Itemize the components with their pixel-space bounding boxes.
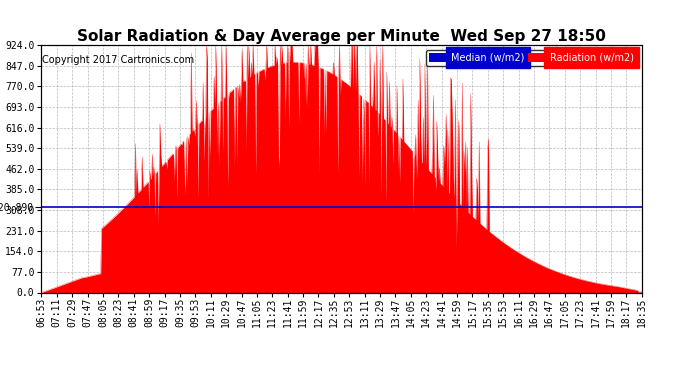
Title: Solar Radiation & Day Average per Minute  Wed Sep 27 18:50: Solar Radiation & Day Average per Minute… xyxy=(77,29,606,44)
Text: Copyright 2017 Cartronics.com: Copyright 2017 Cartronics.com xyxy=(42,55,194,65)
Legend: Median (w/m2), Radiation (w/m2): Median (w/m2), Radiation (w/m2) xyxy=(426,50,637,66)
